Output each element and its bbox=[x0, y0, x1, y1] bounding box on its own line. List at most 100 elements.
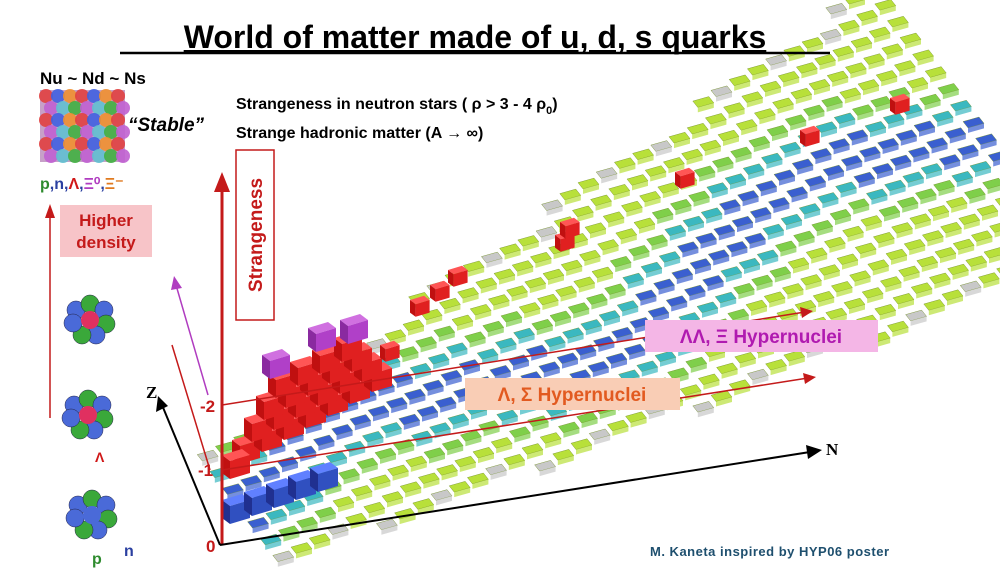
tile-side bbox=[868, 59, 885, 70]
cube-front bbox=[340, 320, 348, 344]
tile-side bbox=[809, 182, 826, 192]
tile-side bbox=[651, 241, 668, 251]
diag-line bbox=[171, 344, 211, 471]
cube-front bbox=[430, 285, 436, 302]
nucleon bbox=[63, 313, 83, 333]
tile-side bbox=[396, 378, 413, 389]
tile-side bbox=[440, 403, 457, 413]
tile-side bbox=[627, 279, 644, 289]
separator: , bbox=[79, 176, 83, 193]
tile-side bbox=[987, 185, 1000, 194]
tile-side bbox=[725, 272, 742, 283]
tile-side bbox=[837, 52, 854, 62]
z-axis bbox=[161, 404, 221, 546]
tile-side bbox=[644, 197, 661, 208]
tile-side bbox=[951, 203, 968, 213]
tile-side bbox=[912, 83, 928, 94]
tile-side bbox=[202, 456, 219, 466]
tile-side bbox=[487, 327, 504, 337]
tile bbox=[989, 223, 1000, 233]
tile-side bbox=[380, 454, 396, 464]
tile-side bbox=[766, 159, 783, 169]
tile-side bbox=[640, 296, 657, 306]
tile-side bbox=[452, 419, 469, 430]
ball bbox=[75, 137, 89, 151]
note-text: ) bbox=[552, 96, 557, 113]
tile-side bbox=[835, 215, 851, 226]
tile-side bbox=[622, 306, 639, 317]
credit: M. Kaneta inspired by HYP06 poster bbox=[650, 544, 890, 559]
tile-side bbox=[881, 76, 898, 87]
tile-side bbox=[916, 289, 933, 299]
tile bbox=[987, 151, 1000, 162]
cube-side bbox=[348, 320, 368, 344]
tile-side bbox=[360, 395, 377, 405]
tile-side bbox=[882, 144, 899, 155]
tile-side bbox=[755, 213, 772, 224]
tile-side bbox=[850, 68, 867, 79]
cube-side bbox=[560, 235, 575, 252]
tile-side bbox=[784, 148, 801, 158]
tile bbox=[845, 0, 865, 5]
tile-side bbox=[983, 278, 1000, 289]
tile-side bbox=[422, 412, 438, 422]
tile-side bbox=[385, 428, 402, 439]
ball bbox=[39, 137, 53, 151]
arrow-head bbox=[171, 276, 182, 290]
tile-side bbox=[459, 462, 476, 473]
strangeness-box bbox=[235, 149, 275, 321]
tile-side bbox=[251, 455, 268, 466]
tile-side bbox=[658, 285, 675, 295]
tile-side bbox=[686, 155, 703, 165]
ball bbox=[75, 113, 89, 127]
cube-front bbox=[448, 270, 454, 287]
tile-side bbox=[770, 60, 787, 71]
composition: Nu ~ Nd ~ Ns bbox=[40, 69, 146, 88]
tile-side bbox=[475, 310, 492, 321]
tile-side bbox=[955, 106, 972, 117]
tile-side bbox=[454, 487, 471, 498]
tile-side bbox=[741, 125, 758, 136]
tile-side bbox=[573, 308, 590, 319]
tile-side bbox=[909, 245, 926, 256]
tile-side bbox=[427, 386, 444, 396]
tile-side bbox=[928, 305, 945, 316]
tile-side bbox=[441, 470, 458, 481]
tile-side bbox=[914, 220, 931, 230]
cube-top bbox=[410, 295, 430, 305]
arrow-head bbox=[45, 204, 55, 218]
tile-side bbox=[688, 222, 704, 232]
tile-side bbox=[567, 334, 584, 344]
tile-side bbox=[508, 460, 525, 471]
tile-side bbox=[892, 327, 909, 337]
tile-side bbox=[759, 114, 776, 125]
tile-side bbox=[615, 262, 632, 273]
cube-top bbox=[288, 470, 316, 482]
cube-top bbox=[244, 486, 272, 498]
tile-side bbox=[604, 316, 620, 327]
density-label: Higher bbox=[79, 211, 133, 230]
particle: Ξ⁰ bbox=[84, 176, 101, 193]
tile-side bbox=[980, 140, 997, 150]
particle: n bbox=[54, 176, 64, 193]
tile-side bbox=[444, 304, 461, 314]
tile-side bbox=[847, 232, 864, 242]
n-axis bbox=[219, 451, 811, 546]
tile-side bbox=[846, 161, 863, 172]
tile-side bbox=[420, 342, 437, 353]
tile-side bbox=[416, 437, 433, 447]
tile-side bbox=[875, 102, 892, 113]
cube-side bbox=[342, 338, 362, 362]
ball bbox=[63, 89, 77, 103]
tile-side bbox=[703, 380, 720, 390]
tile-side bbox=[921, 262, 938, 272]
tile-side bbox=[969, 194, 986, 204]
tile-side bbox=[898, 299, 914, 310]
tile-side bbox=[282, 462, 298, 473]
tile-side bbox=[926, 169, 942, 180]
nucleon bbox=[83, 506, 101, 524]
tile-side bbox=[500, 344, 517, 354]
tile-side bbox=[853, 205, 870, 215]
ball bbox=[68, 125, 82, 139]
tile-side bbox=[403, 420, 420, 430]
